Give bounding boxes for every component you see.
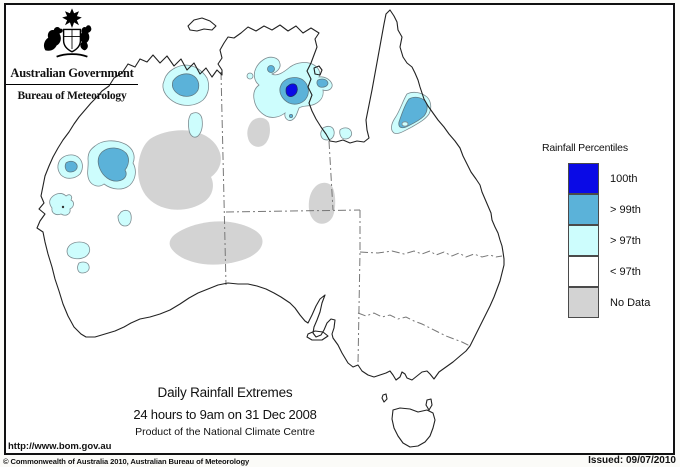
emu-icon — [79, 25, 92, 51]
groote-eylandt — [313, 65, 323, 76]
legend-row-gt99th: > 99th — [568, 193, 650, 225]
legend-swatch-gt99th — [568, 193, 599, 225]
legend-label-100th: 100th — [610, 172, 638, 185]
rain-area-nt-west-dot — [246, 72, 254, 80]
legend-row-gt97th: > 97th — [568, 224, 650, 256]
legend-label-lt97th: < 97th — [610, 265, 641, 278]
map-product: Product of the National Climate Centre — [135, 426, 315, 438]
coastlines — [36, 9, 505, 448]
government-title: Australian Government — [6, 66, 138, 85]
no-data-simpson-desert — [308, 182, 336, 224]
border-26s — [225, 209, 361, 213]
rain-area-murchison — [49, 193, 74, 216]
border-qld-nsw — [359, 250, 503, 258]
flinders-island — [425, 398, 433, 411]
no-data-central-wa — [138, 130, 221, 210]
commonwealth-star-icon — [62, 8, 82, 28]
shield-quarter-lines — [63, 29, 81, 49]
legend-title: Rainfall Percentiles — [542, 142, 628, 154]
government-header: Australian Government Bureau of Meteorol… — [6, 6, 138, 102]
rain-area-gulf-south-b — [339, 127, 353, 140]
rain-area-kimberley-inner — [172, 73, 200, 97]
legend-label-gt99th: > 99th — [610, 203, 641, 216]
rain-area-nt-tail-dot — [288, 114, 293, 119]
no-data-tanami — [247, 117, 270, 147]
melville-island — [187, 17, 217, 32]
border-wa — [220, 71, 227, 286]
legend-swatch-lt97th — [568, 255, 599, 287]
scroll-icon — [56, 53, 88, 58]
legend-label-nodata: No Data — [610, 296, 651, 309]
legend-swatch-gt97th — [568, 224, 599, 256]
rain-area-pilbara-inner — [97, 147, 129, 182]
border-nt-qld — [328, 140, 334, 211]
copyright-text: © Commonwealth of Australia 2010, Austra… — [3, 457, 250, 466]
legend-swatch-100th — [568, 163, 599, 194]
map-period: 24 hours to 9am on 31 Dec 2008 — [133, 407, 317, 422]
rain-area-qld-coast-inner — [398, 96, 428, 129]
legend-label-gt97th: > 97th — [610, 234, 641, 247]
rain-area-gulf-south-a — [320, 125, 335, 141]
map-title-block: Daily Rainfall Extremes 24 hours to 9am … — [95, 385, 355, 438]
rain-area-qld-coast-spot — [401, 121, 409, 127]
rain-area-murchison-dot — [61, 205, 65, 209]
no-data-regions — [138, 117, 336, 265]
rain-area-wheatbelt-b — [77, 261, 90, 274]
tasmania-coastline — [391, 407, 436, 448]
border-141e — [357, 210, 361, 365]
map-frame — [4, 3, 675, 455]
rain-area-nt-core-100th — [285, 83, 298, 97]
bom-url: http://www.bom.gov.au — [8, 441, 112, 452]
bureau-title: Bureau of Meteorology — [17, 90, 127, 102]
legend-row-100th: 100th — [568, 163, 650, 194]
state-borders — [220, 71, 503, 365]
issued-date: Issued: 09/07/2010 — [588, 455, 676, 466]
rain-area-gascoyne-dot — [117, 209, 132, 227]
coat-of-arms — [43, 8, 92, 58]
rain-area-nt-lobe-dot — [267, 65, 275, 73]
no-data-great-victoria-desert — [169, 221, 263, 265]
kangaroo-island — [306, 330, 329, 341]
legend-row-nodata: No Data — [568, 286, 651, 318]
rainfall-percentiles-legend: 100th > 99th > 97th < 97th No Data — [568, 163, 650, 318]
legend-swatch-nodata — [568, 286, 599, 318]
map-title: Daily Rainfall Extremes — [157, 385, 293, 400]
mainland-coastline — [36, 9, 505, 381]
rain-area-south-kimberley — [188, 112, 203, 138]
legend-row-lt97th: < 97th — [568, 255, 650, 287]
border-nsw-vic — [357, 312, 471, 347]
rain-area-pilbara-west-inner — [64, 160, 78, 173]
rain-area-wheatbelt-a — [66, 241, 91, 260]
rain-area-limmen-coast — [316, 78, 329, 88]
kangaroo-icon — [43, 26, 63, 51]
king-island — [381, 393, 388, 403]
rainfall-areas — [49, 56, 432, 274]
